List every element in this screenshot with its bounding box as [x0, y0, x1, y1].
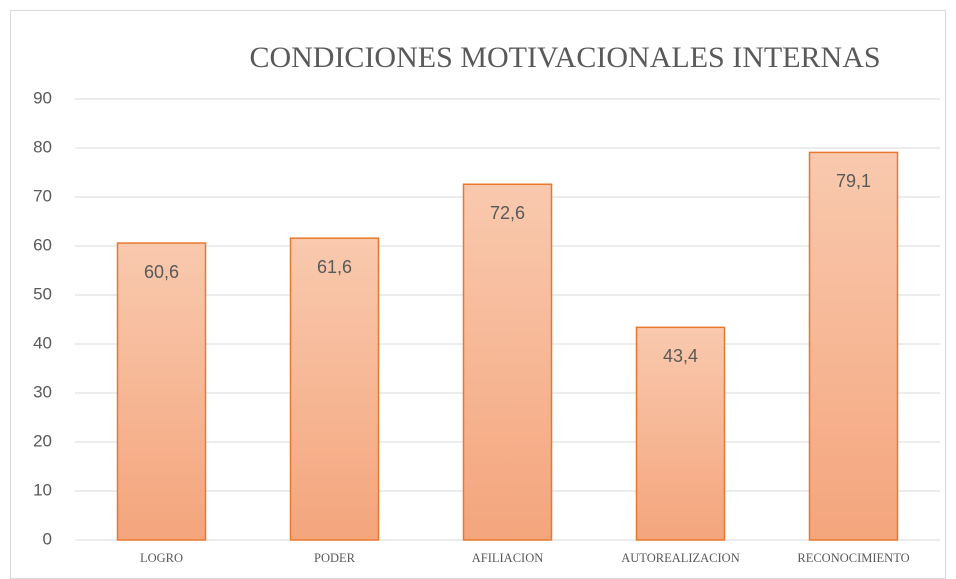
x-tick-label: AFILIACION	[472, 551, 544, 565]
y-tick-label: 80	[33, 137, 52, 156]
y-tick-label: 10	[33, 480, 52, 499]
bar	[462, 183, 553, 541]
x-tick-label: AUTOREALIZACION	[621, 551, 740, 565]
y-tick-label: 30	[33, 382, 52, 401]
y-tick-label: 70	[33, 186, 52, 205]
bar	[289, 237, 380, 541]
data-label: 60,6	[144, 262, 179, 282]
bar	[116, 242, 207, 541]
y-tick-label: 50	[33, 284, 52, 303]
x-tick-label: LOGRO	[140, 551, 183, 565]
y-tick-label: 20	[33, 431, 52, 450]
data-label: 72,6	[490, 203, 525, 223]
y-tick-label: 60	[33, 235, 52, 254]
data-label: 43,4	[663, 346, 698, 366]
bar	[808, 151, 899, 541]
y-tick-label: 90	[33, 88, 52, 107]
y-tick-label: 40	[33, 333, 52, 352]
data-label: 61,6	[317, 257, 352, 277]
chart-title: CONDICIONES MOTIVACIONALES INTERNAS	[249, 41, 880, 74]
x-tick-label: RECONOCIMIENTO	[797, 551, 909, 565]
y-tick-label: 0	[43, 529, 52, 548]
data-label: 79,1	[836, 171, 871, 191]
x-tick-label: PODER	[314, 551, 356, 565]
bar	[635, 326, 726, 541]
